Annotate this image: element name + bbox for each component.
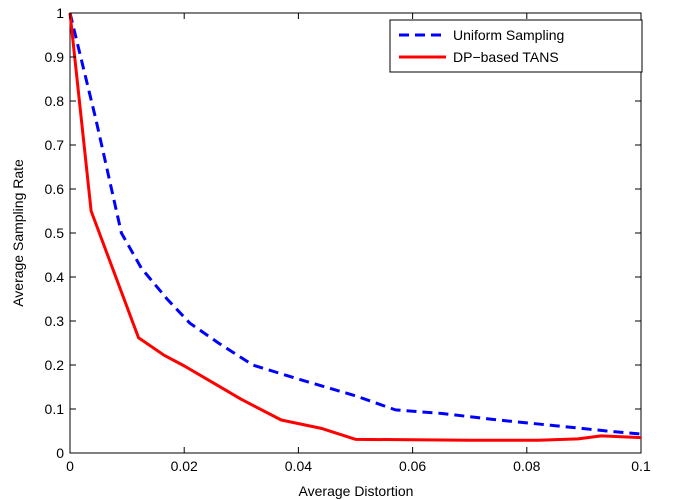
y-tick-label: 1 bbox=[56, 5, 64, 21]
series-lines bbox=[68, 12, 642, 442]
tick-labels: 0 0.02 0.04 0.06 0.08 0.1 0 0.1 0.2 0.3 0.4 0.5 0.6 0… bbox=[45, 5, 651, 474]
plot-frame bbox=[69, 12, 642, 454]
y-tick-label: 0.8 bbox=[45, 93, 65, 109]
x-tick-label: 0.08 bbox=[513, 458, 540, 474]
y-axis-title: Average Sampling Rate bbox=[10, 159, 26, 307]
series-line-dp-based-tans bbox=[68, 12, 642, 442]
axis-ticks bbox=[69, 12, 642, 454]
x-tick-label: 0.04 bbox=[285, 458, 312, 474]
legend-label-uniform-sampling: Uniform Sampling bbox=[453, 27, 564, 43]
x-tick-label: 0.06 bbox=[399, 458, 426, 474]
plot-area bbox=[69, 12, 642, 454]
x-tick-label: 0.02 bbox=[171, 458, 198, 474]
legend-box bbox=[389, 19, 643, 73]
x-axis-title: Average Distortion bbox=[299, 483, 414, 499]
legend-label-dp-based-tans: DP−based TANS bbox=[453, 49, 559, 65]
y-tick-label: 0.9 bbox=[45, 49, 65, 65]
x-tick-label: 0.1 bbox=[631, 458, 651, 474]
legend: Uniform Sampling DP−based TANS bbox=[389, 19, 643, 73]
y-tick-label: 0.2 bbox=[45, 357, 65, 373]
y-tick-label: 0 bbox=[56, 445, 64, 461]
y-tick-label: 0.5 bbox=[45, 225, 65, 241]
y-tick-label: 0.3 bbox=[45, 313, 65, 329]
y-tick-label: 0.4 bbox=[45, 269, 65, 285]
x-tick-label: 0 bbox=[66, 458, 74, 474]
y-tick-label: 0.6 bbox=[45, 181, 65, 197]
y-tick-label: 0.1 bbox=[45, 401, 65, 417]
series-line-uniform-sampling bbox=[68, 12, 642, 436]
y-tick-label: 0.7 bbox=[45, 137, 65, 153]
